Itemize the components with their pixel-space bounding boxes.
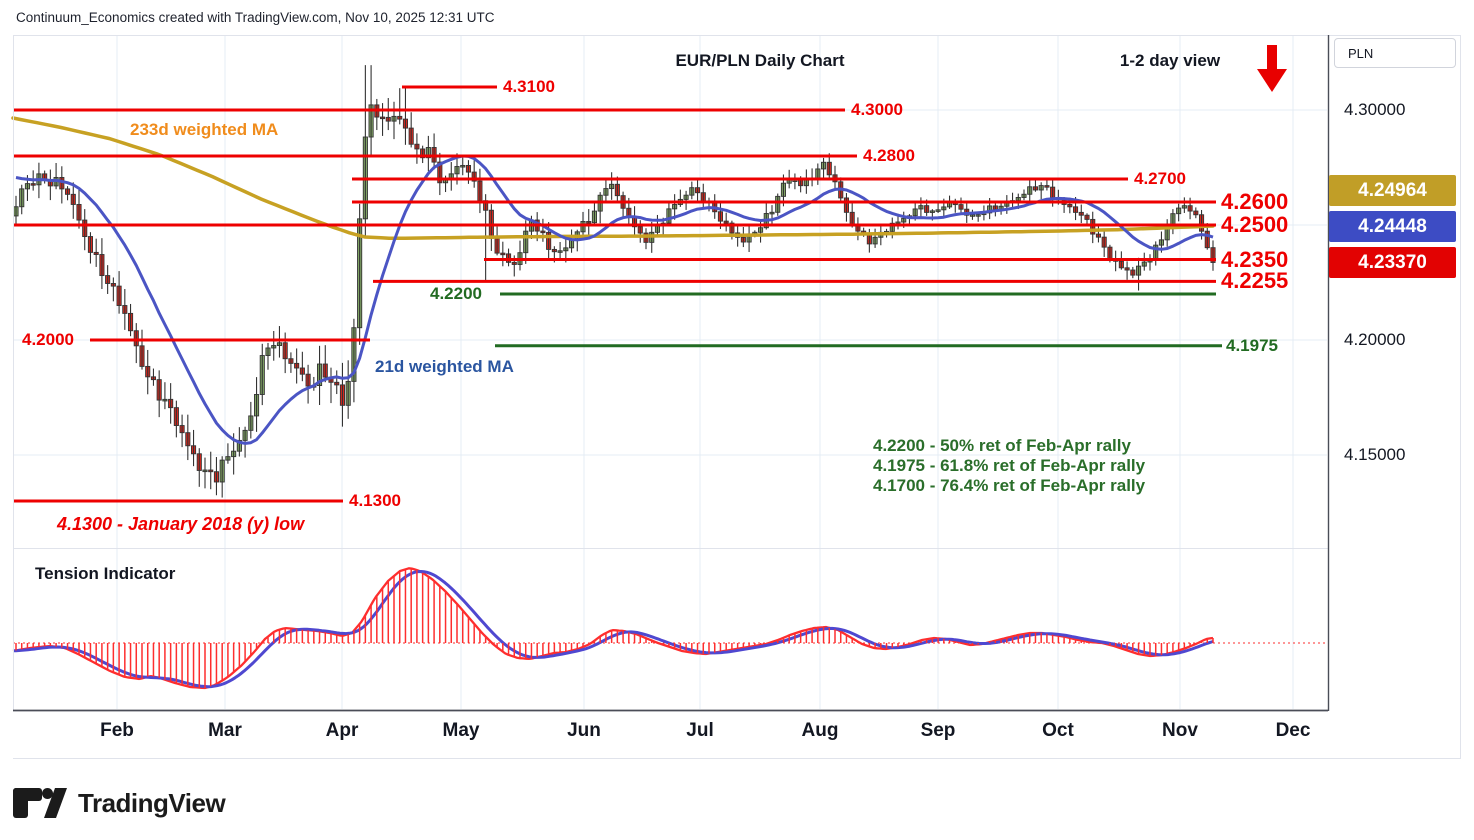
tradingview-logo[interactable]: TradingView: [13, 785, 226, 821]
axis-tick-4.20000: 4.20000: [1344, 330, 1406, 349]
retracement-note-50: 4.2200 - 50% ret of Feb-Apr rally: [873, 436, 1131, 455]
ma21-label: 21d weighted MA: [375, 357, 514, 376]
ma21-line: [15, 154, 1214, 445]
attribution-text: Continuum_Economics created with Trading…: [16, 10, 495, 25]
ma233-label: 233d weighted MA: [130, 120, 279, 139]
month-label-Oct: Oct: [1042, 720, 1074, 741]
level-label-4.3000: 4.3000: [851, 100, 903, 119]
january-low-note: 4.1300 - January 2018 (y) low: [57, 514, 305, 534]
level-label-4.2700: 4.2700: [1134, 169, 1186, 188]
currency-label: PLN: [1334, 38, 1456, 68]
retracement-note-764: 4.1700 - 76.4% ret of Feb-Apr rally: [873, 476, 1146, 495]
view-label: 1-2 day view: [1119, 51, 1221, 70]
month-label-Nov: Nov: [1162, 720, 1198, 741]
level-label-4.2600: 4.2600: [1221, 189, 1289, 214]
currency-label-text: PLN: [1348, 46, 1374, 61]
month-label-Dec: Dec: [1275, 720, 1311, 741]
level-label-4.1300: 4.1300: [349, 491, 401, 510]
month-label-Feb: Feb: [100, 720, 134, 741]
badge-last-price: 4.23370: [1329, 247, 1456, 278]
tension-indicator-title: Tension Indicator: [35, 564, 176, 583]
level-label-4.2000: 4.2000: [22, 330, 74, 349]
level-label-4.2500: 4.2500: [1221, 212, 1289, 237]
axis-tick-4.30000: 4.30000: [1344, 100, 1406, 119]
down-arrow-icon: [1257, 45, 1287, 92]
badge-ma233-value: 4.24964: [1329, 175, 1456, 206]
month-label-Apr: Apr: [325, 720, 359, 741]
month-label-Jun: Jun: [567, 720, 601, 741]
tradingview-logo-icon: [13, 788, 67, 818]
level-label-4.2255: 4.2255: [1221, 268, 1289, 294]
month-label-Aug: Aug: [801, 720, 839, 741]
level-label-4.3100: 4.3100: [503, 77, 555, 96]
axis-tick-4.15000: 4.15000: [1344, 445, 1406, 464]
level-label-4.2200: 4.2200: [430, 284, 482, 303]
month-label-May: May: [442, 720, 480, 741]
tradingview-logo-text: TradingView: [78, 787, 226, 818]
chart-title: EUR/PLN Daily Chart: [675, 51, 845, 70]
badge-ma21-value: 4.24448: [1329, 211, 1456, 242]
month-label-Sep: Sep: [920, 720, 956, 741]
retracement-notes: 4.2200 - 50% ret of Feb-Apr rally 4.1975…: [873, 436, 1145, 496]
month-label-Mar: Mar: [208, 720, 242, 741]
level-label-4.1975: 4.1975: [1226, 335, 1278, 355]
level-label-4.2350: 4.2350: [1221, 246, 1289, 272]
ma233-line: [11, 116, 1215, 241]
retracement-note-618: 4.1975 - 61.8% ret of Feb-Apr rally: [873, 456, 1146, 475]
level-label-4.2800: 4.2800: [863, 146, 915, 165]
month-label-Jul: Jul: [686, 720, 714, 741]
